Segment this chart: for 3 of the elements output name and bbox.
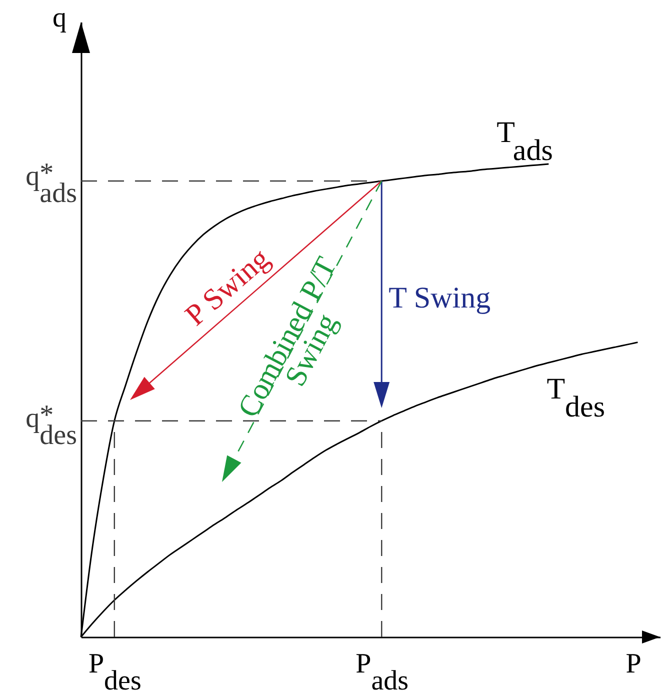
annotation: T Swing — [388, 282, 491, 314]
x-axis-title: P — [626, 648, 642, 680]
y-axis-title: q — [52, 2, 66, 34]
